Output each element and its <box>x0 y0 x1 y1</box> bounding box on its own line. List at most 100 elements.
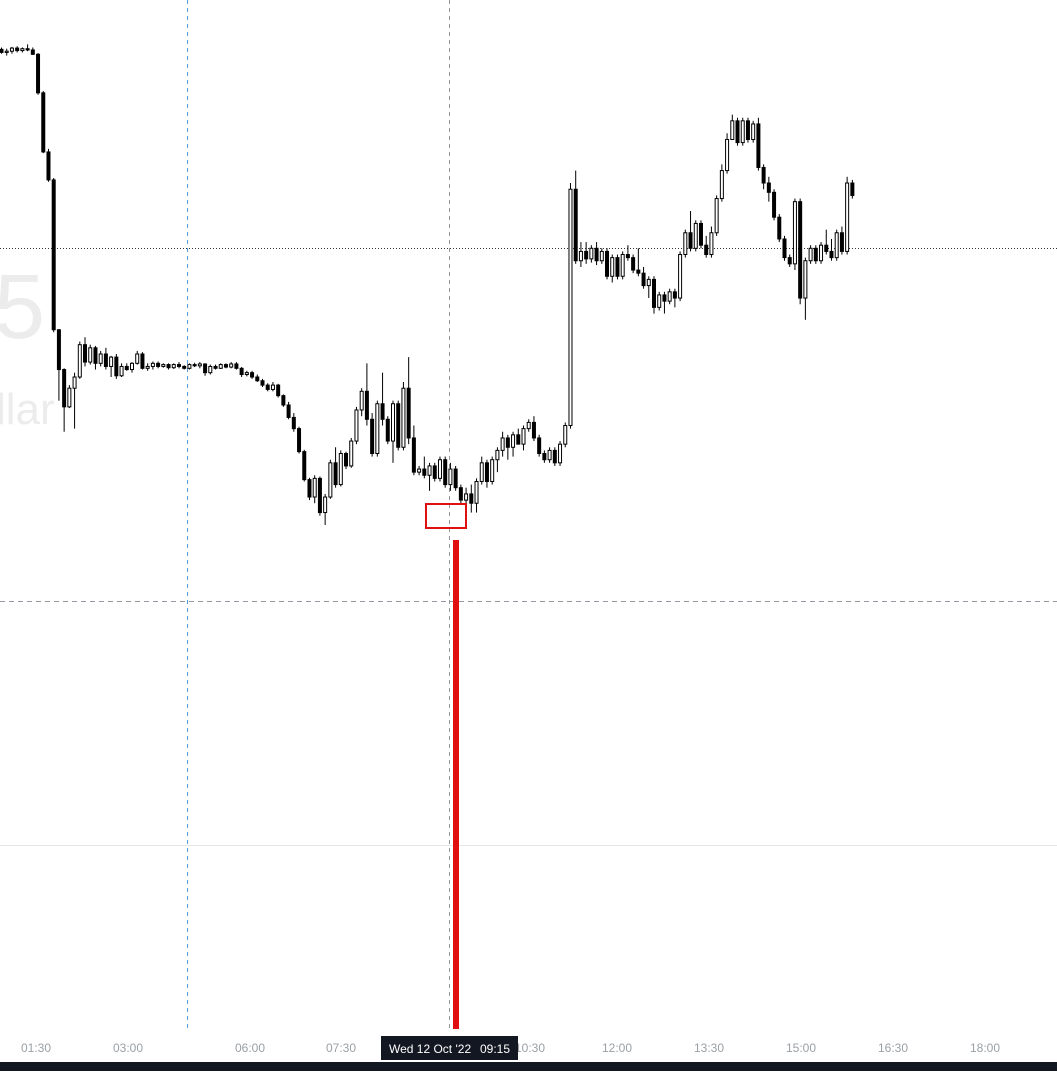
candle-bearish[interactable] <box>672 291 677 299</box>
candle-bullish[interactable] <box>490 459 495 482</box>
candle-bullish[interactable] <box>437 459 442 479</box>
candle-bullish[interactable] <box>526 421 531 430</box>
candle-bullish[interactable] <box>500 437 505 451</box>
candle-bearish[interactable] <box>51 179 56 331</box>
candle-bearish[interactable] <box>505 437 510 448</box>
candle-bullish[interactable] <box>610 257 615 277</box>
candle-bullish[interactable] <box>808 247 813 262</box>
candle-bullish[interactable] <box>730 120 735 140</box>
candle-bearish[interactable] <box>839 232 844 252</box>
candle-bearish[interactable] <box>787 257 792 265</box>
candle-bearish[interactable] <box>223 364 228 368</box>
candle-bearish[interactable] <box>25 48 30 51</box>
candle-bearish[interactable] <box>281 395 286 406</box>
candle-bullish[interactable] <box>474 480 479 504</box>
candle-bearish[interactable] <box>798 201 803 299</box>
candle-bearish[interactable] <box>443 459 448 486</box>
candle-bearish[interactable] <box>766 182 771 193</box>
candle-bullish[interactable] <box>495 449 500 461</box>
candle-bearish[interactable] <box>156 362 161 367</box>
candle-bullish[interactable] <box>354 409 359 442</box>
candle-bearish[interactable] <box>30 49 35 55</box>
candle-bearish[interactable] <box>166 364 171 369</box>
candle-bullish[interactable] <box>88 347 93 363</box>
candle-bearish[interactable] <box>380 403 385 420</box>
candle-bearish[interactable] <box>333 462 338 486</box>
candle-bearish[interactable] <box>182 365 187 369</box>
candle-bearish[interactable] <box>615 257 620 277</box>
candle-bullish[interactable] <box>130 362 134 371</box>
candle-bullish[interactable] <box>521 428 526 445</box>
candle-bearish[interactable] <box>297 428 302 453</box>
candle-bearish[interactable] <box>36 53 41 94</box>
candle-bearish[interactable] <box>103 353 108 367</box>
candle-bearish[interactable] <box>265 384 270 390</box>
candle-bearish[interactable] <box>250 372 255 378</box>
candle-bullish[interactable] <box>725 138 730 172</box>
candle-bullish[interactable] <box>229 363 234 368</box>
candle-bullish[interactable] <box>67 387 72 408</box>
candle-bearish[interactable] <box>83 344 88 363</box>
candle-bullish[interactable] <box>109 356 114 367</box>
candle-bullish[interactable] <box>145 365 150 369</box>
candle-bullish[interactable] <box>323 496 328 514</box>
candle-bullish[interactable] <box>479 462 484 482</box>
candle-bearish[interactable] <box>782 238 787 259</box>
candle-bullish[interactable] <box>751 123 756 140</box>
candle-bullish[interactable] <box>563 425 568 445</box>
candle-bullish[interactable] <box>187 364 192 369</box>
candle-bearish[interactable] <box>302 451 307 481</box>
candle-bullish[interactable] <box>693 222 698 249</box>
candle-bearish[interactable] <box>93 347 98 364</box>
candle-bearish[interactable] <box>850 182 855 196</box>
candle-bearish[interactable] <box>458 487 463 501</box>
candle-bearish[interactable] <box>41 92 46 153</box>
candle-bullish[interactable] <box>558 443 563 464</box>
candle-bullish[interactable] <box>218 364 223 369</box>
candle-bullish[interactable] <box>683 232 688 256</box>
candle-bullish[interactable] <box>197 363 202 367</box>
candle-bearish[interactable] <box>255 376 260 382</box>
candle-bearish[interactable] <box>453 468 458 489</box>
candle-bullish[interactable] <box>401 387 406 448</box>
candle-bullish[interactable] <box>667 291 672 302</box>
candle-bullish[interactable] <box>547 449 552 461</box>
candle-bearish[interactable] <box>662 294 667 302</box>
candle-bearish[interactable] <box>641 272 646 287</box>
candle-bearish[interactable] <box>636 269 641 274</box>
candle-bearish[interactable] <box>286 404 291 418</box>
candle-bullish[interactable] <box>511 434 516 448</box>
candle-bullish[interactable] <box>803 260 808 299</box>
candle-bullish[interactable] <box>599 250 604 262</box>
candle-bearish[interactable] <box>62 369 67 408</box>
candle-bearish[interactable] <box>176 364 181 367</box>
candle-bullish[interactable] <box>4 50 9 53</box>
candle-bearish[interactable] <box>573 188 578 262</box>
candle-bearish[interactable] <box>735 120 740 144</box>
candle-bullish[interactable] <box>375 403 380 454</box>
candle-bullish[interactable] <box>646 278 651 287</box>
candle-bearish[interactable] <box>140 353 145 369</box>
candle-bullish[interactable] <box>568 188 573 427</box>
candle-bullish[interactable] <box>328 462 333 498</box>
candle-bullish[interactable] <box>792 201 797 265</box>
candle-bullish[interactable] <box>359 390 364 411</box>
candle-bearish[interactable] <box>203 363 208 374</box>
candle-bullish[interactable] <box>714 198 719 234</box>
candle-bearish[interactable] <box>192 364 197 367</box>
candle-bullish[interactable] <box>135 353 140 364</box>
candle-bearish[interactable] <box>704 244 709 256</box>
time-axis[interactable]: 01:30 03:00 06:00 07:30 10:30 12:00 13:30 15:00… <box>21 1041 1000 1055</box>
candle-bearish[interactable] <box>406 387 411 439</box>
candle-bullish[interactable] <box>150 362 155 367</box>
candle-bullish[interactable] <box>77 344 82 378</box>
candle-bearish[interactable] <box>469 493 474 504</box>
candle-bearish[interactable] <box>772 191 777 218</box>
candle-bearish[interactable] <box>213 365 218 369</box>
candle-bearish[interactable] <box>631 257 636 271</box>
candle-bearish[interactable] <box>594 247 599 262</box>
candle-bearish[interactable] <box>688 232 693 249</box>
candle-bearish[interactable] <box>370 418 375 454</box>
candle-bullish[interactable] <box>740 120 745 144</box>
